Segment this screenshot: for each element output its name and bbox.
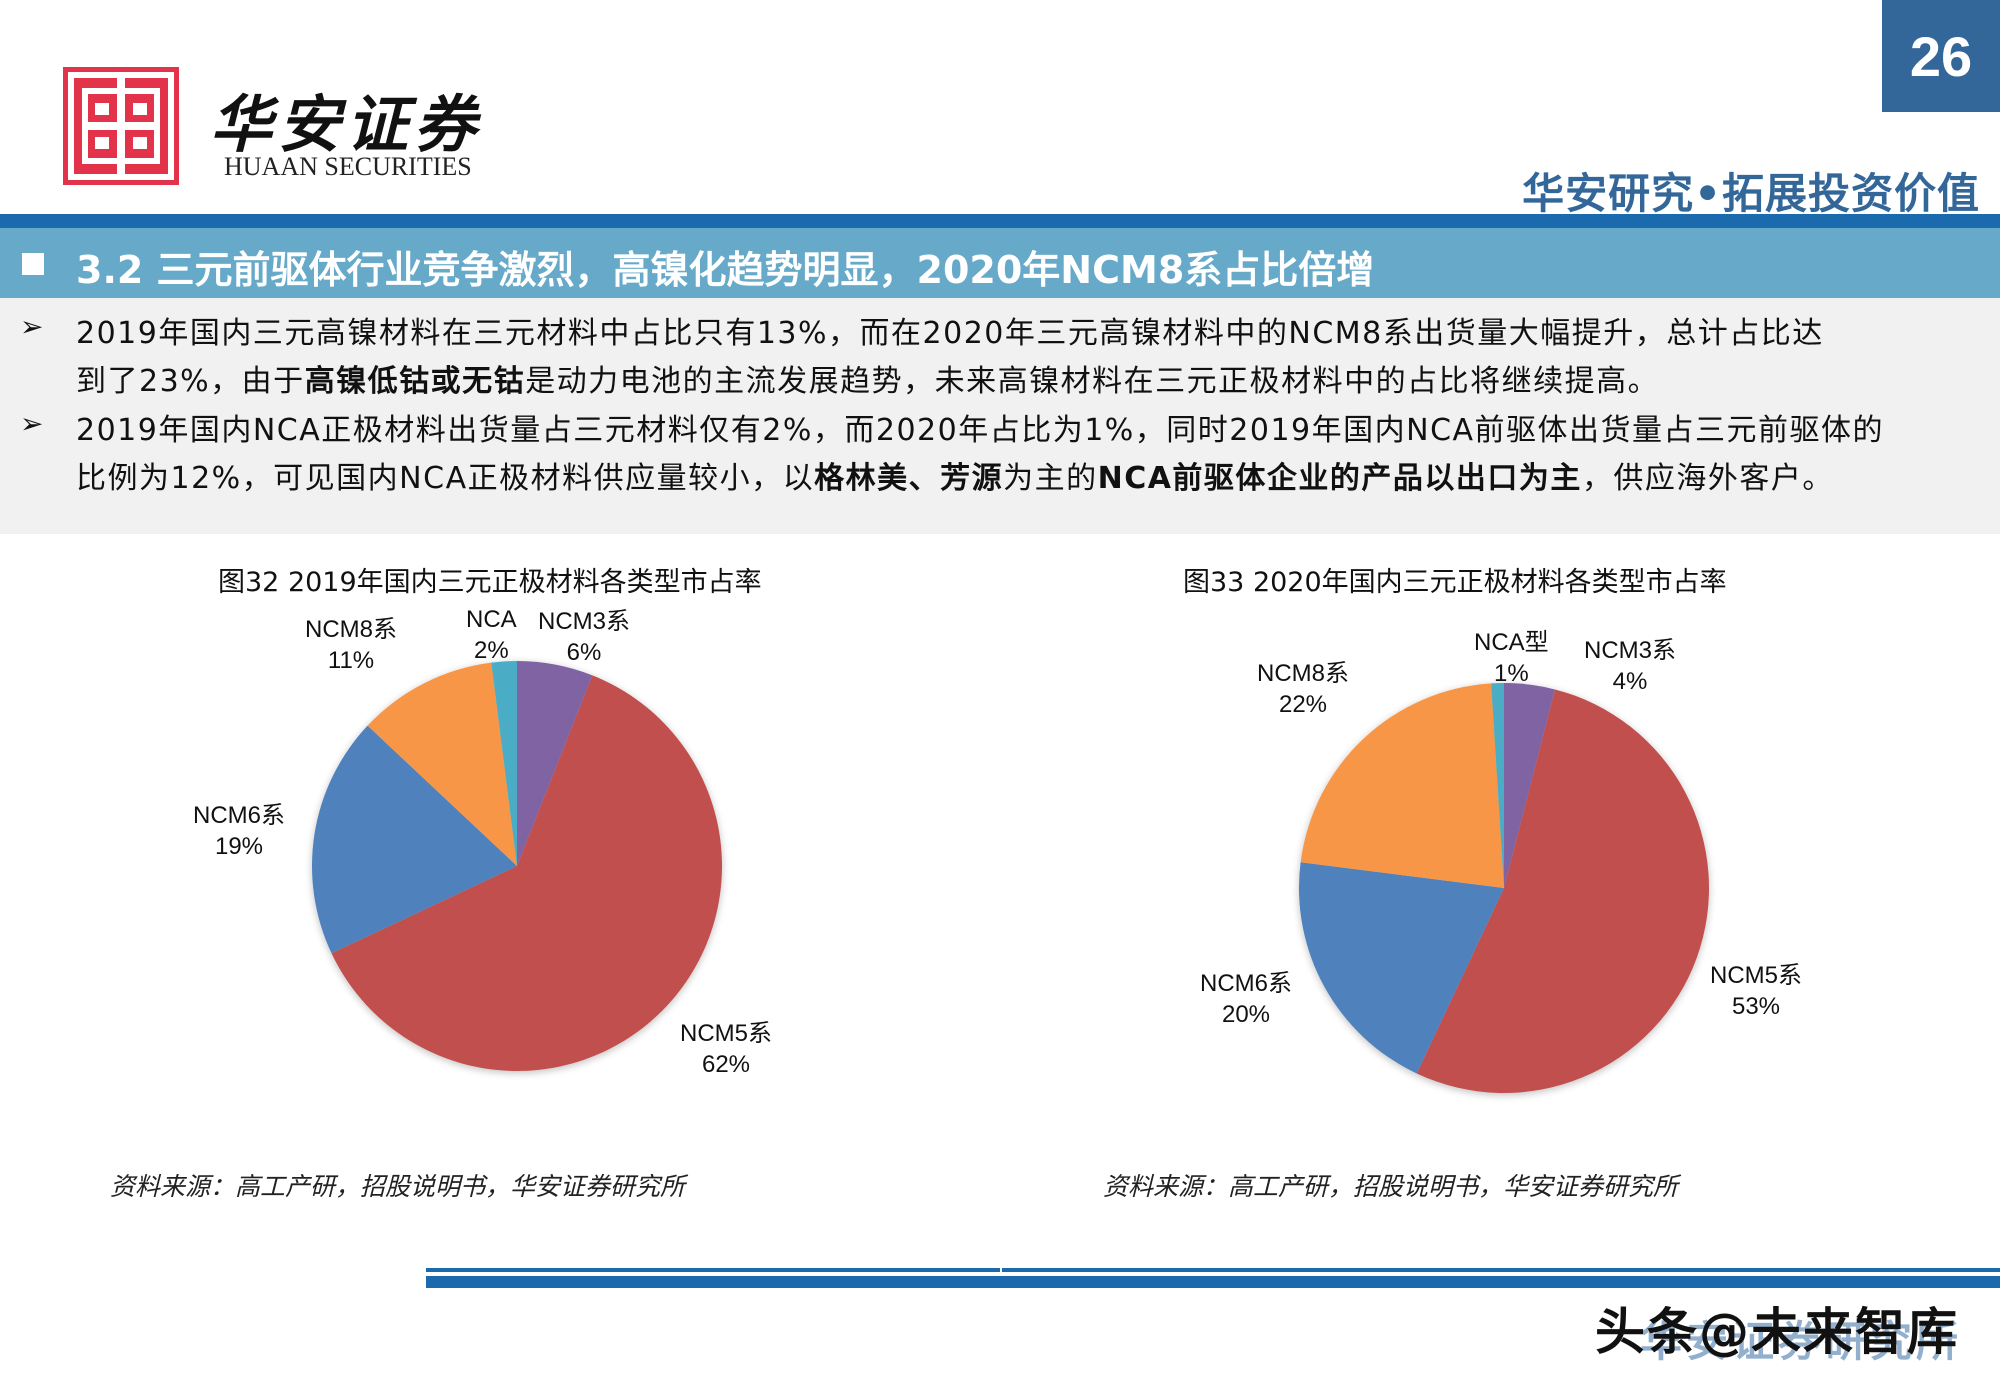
- pie-slice-NCM3系: [1504, 682, 1555, 888]
- header-divider: [0, 214, 2000, 228]
- pie-slice-NCM3系: [517, 660, 593, 866]
- pie-chart-2019: [312, 660, 722, 1072]
- pie1-label-ncm3: NCM3系 6%: [538, 608, 631, 666]
- pie-slice-NCM5系: [1416, 689, 1709, 1093]
- pie-slice-NCA: [491, 660, 517, 866]
- bullet-1-line-1: 2019年国内三元高镍材料在三元材料中占比只有13%，而在2020年三元高镍材料…: [76, 316, 1824, 351]
- footer-rule-thin: [426, 1268, 2000, 1272]
- bullet-2-line-2: 比例为12%，可见国内NCA正极材料供应量较小，以格林美、芳源为主的NCA前驱体…: [76, 461, 1834, 496]
- bullet-1-line-2: 到了23%，由于高镍低钴或无钴是动力电池的主流发展趋势，未来高镍材料在三元正极材…: [76, 364, 1660, 399]
- section-title: 3.2 三元前驱体行业竞争激烈，高镍化趋势明显，2020年NCM8系占比倍增: [76, 248, 1375, 292]
- pie-slice-NCM8系: [1300, 683, 1504, 888]
- logo-mark-icon: [63, 67, 179, 185]
- pie2-label-ncm3: NCM3系 4%: [1584, 637, 1677, 695]
- chart-1-title: 图32 2019年国内三元正极材料各类型市占率: [218, 567, 762, 598]
- footer-underlay-text: 华安证券研究所: [1640, 1317, 1963, 1366]
- pie1-label-ncm6: NCM6系 19%: [193, 802, 286, 860]
- page-number: 26: [1882, 0, 2000, 112]
- pie-chart-2020: [1299, 682, 1709, 1093]
- pie1-label-nca: NCA 2%: [466, 606, 517, 664]
- footer-rule-thick: [426, 1276, 2000, 1288]
- section-title-bar: 3.2 三元前驱体行业竞争激烈，高镍化趋势明显，2020年NCM8系占比倍增: [0, 228, 2000, 298]
- pie2-label-ncm6: NCM6系 20%: [1200, 970, 1293, 1028]
- pie2-label-ncm5: NCM5系 53%: [1710, 962, 1803, 1020]
- arrow-bullet-icon: ➢: [20, 407, 44, 440]
- pie-slice-NCA型: [1491, 683, 1504, 888]
- summary-panel: ➢ 2019年国内三元高镍材料在三元材料中占比只有13%，而在2020年三元高镍…: [0, 298, 2000, 534]
- chart-2-title: 图33 2020年国内三元正极材料各类型市占率: [1183, 567, 1727, 598]
- logo-english-name: HUAAN SECURITIES: [224, 152, 472, 181]
- bullet-2-line-1: 2019年国内NCA正极材料出货量占三元材料仅有2%，而2020年占比为1%，同…: [76, 413, 1885, 448]
- pie2-label-nca: NCA型 1%: [1474, 629, 1549, 687]
- pie-slice-NCM8系: [367, 662, 517, 866]
- square-bullet-icon: [22, 253, 44, 275]
- chart-1-source: 资料来源：高工产研，招股说明书，华安证券研究所: [110, 1172, 686, 1201]
- watermark-text: 头条@未来智库: [1595, 1303, 1959, 1361]
- pie-slice-NCM6系: [312, 725, 517, 954]
- logo-chinese-name: 华安证券: [210, 88, 483, 161]
- pie2-label-ncm8: NCM8系 22%: [1257, 660, 1350, 718]
- pie-slice-NCM6系: [1299, 862, 1504, 1074]
- chart-2-source: 资料来源：高工产研，招股说明书，华安证券研究所: [1103, 1172, 1679, 1201]
- pie1-label-ncm8: NCM8系 11%: [305, 616, 398, 674]
- footer-rule-separator: [1000, 1266, 1002, 1274]
- arrow-bullet-icon: ➢: [20, 310, 44, 343]
- pie-slice-NCM5系: [331, 675, 722, 1072]
- header-slogan: 华安研究•拓展投资价值: [1522, 169, 1980, 218]
- pie1-label-ncm5: NCM5系 62%: [680, 1020, 773, 1078]
